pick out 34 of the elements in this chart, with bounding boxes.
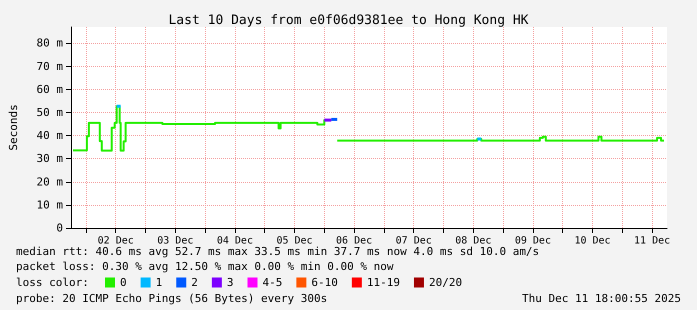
- x-tick-label: 09 Dec: [514, 236, 551, 246]
- legend-label: 6-10: [311, 276, 338, 289]
- legend-title: loss color:: [16, 276, 89, 289]
- legend-label: 2: [191, 276, 198, 289]
- legend-label: 0: [120, 276, 127, 289]
- legend-label: 3: [226, 276, 234, 289]
- x-tick-label: 10 Dec: [574, 236, 611, 246]
- x-tick-label: 08 Dec: [455, 236, 492, 246]
- chart-title: Last 10 Days from e0f06d9381ee to Hong Kong HK: [168, 13, 529, 28]
- y-tick-label: 80 m: [36, 36, 64, 50]
- text: probe: 20 ICMP Echo Pings (56 Bytes) every 300s: [16, 292, 328, 305]
- y-tick-label: 50 m: [36, 106, 64, 119]
- y-tick-label: 40 m: [36, 129, 64, 142]
- x-tick-label: 03 Dec: [157, 236, 194, 246]
- x-tick-label: 11 Dec: [634, 236, 670, 246]
- y-axis-title: Seconds: [7, 104, 20, 151]
- legend-label: 1: [156, 276, 162, 289]
- y-tick-label: 60 m: [36, 82, 64, 96]
- x-tick-label: 05 Dec: [276, 236, 313, 246]
- y-tick-label: 70 m: [36, 60, 64, 73]
- legend-label: 4-5: [262, 276, 282, 289]
- text: Thu Dec 11 18:00:55 2025: [522, 292, 682, 305]
- x-tick-label: 02 Dec: [98, 236, 134, 246]
- legend-label: 20/20: [428, 276, 462, 289]
- x-tick-label: 07 Dec: [396, 236, 432, 246]
- y-tick-label: 0: [56, 222, 63, 234]
- x-tick-label: 06 Dec: [336, 236, 372, 246]
- text: median rtt: 40.6 ms avg 52.7 ms max 33.5 ms min 37.7 ms now 4.0 ms sd 10.0 am/s: [16, 245, 540, 258]
- legend-label: 11-19: [366, 276, 400, 289]
- y-tick-label: 10 m: [36, 198, 64, 212]
- y-tick-label: 20 m: [36, 175, 64, 188]
- y-tick-label: 30 m: [36, 152, 64, 166]
- text: packet loss: 0.30 % avg 12.50 % max 0.00 % min 0.00 % now: [16, 260, 394, 273]
- x-tick-label: 04 Dec: [216, 236, 253, 246]
